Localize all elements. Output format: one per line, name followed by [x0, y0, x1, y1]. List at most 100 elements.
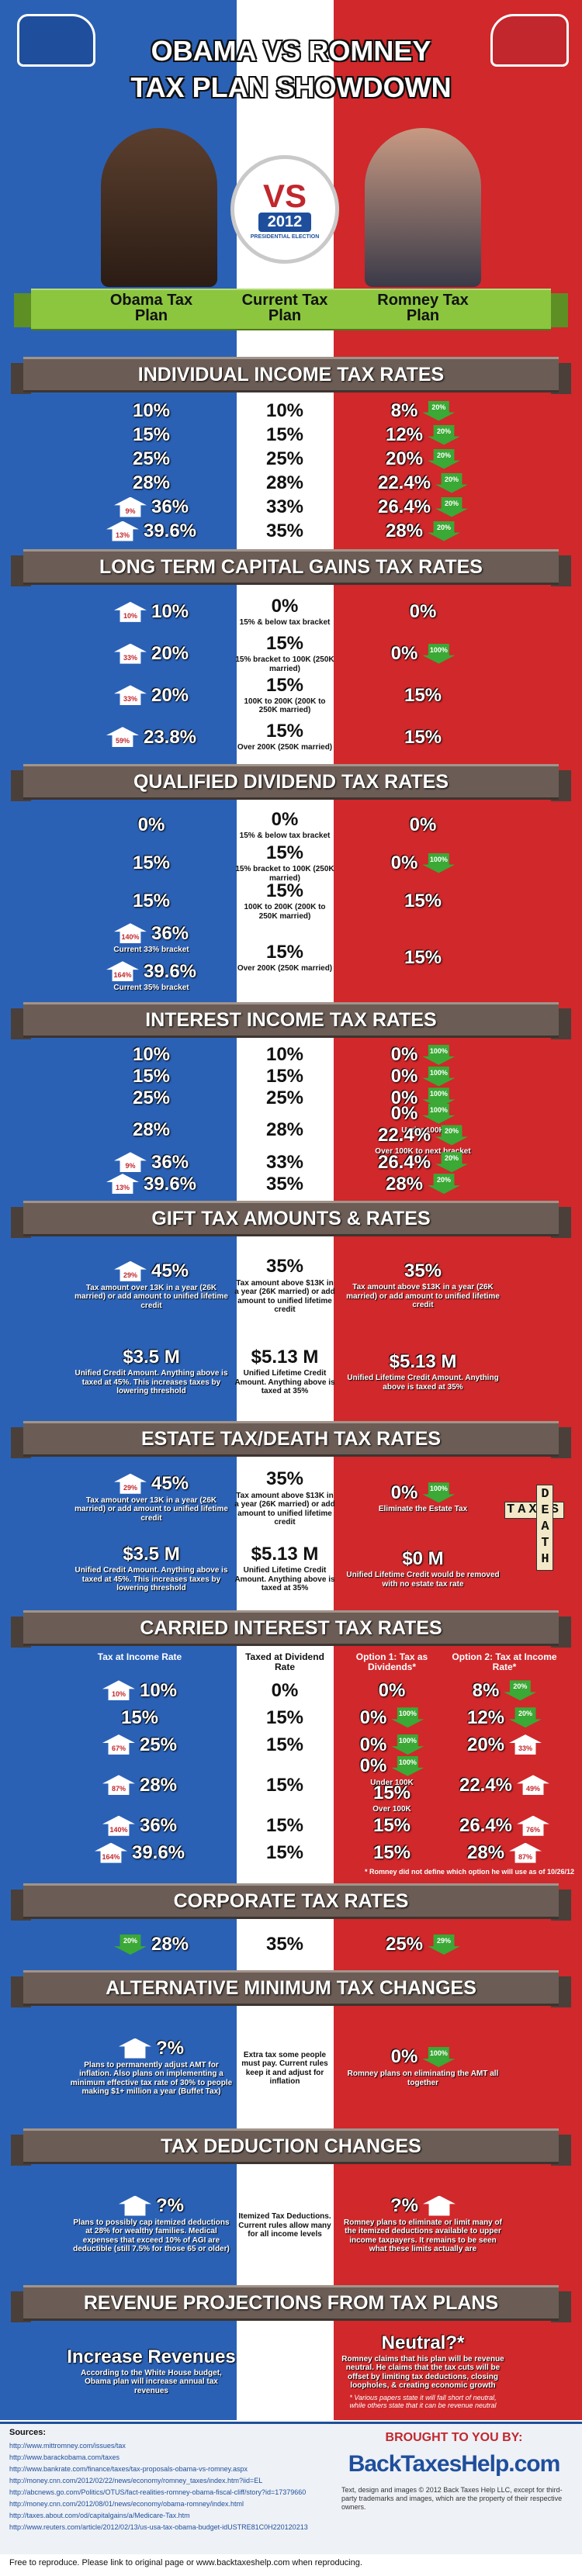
value: 12%: [466, 1706, 505, 1728]
table-cell: 15%: [70, 844, 233, 882]
value: ?%: [156, 2037, 184, 2059]
cell: 10% 10%: [62, 1677, 217, 1704]
cell: 100% 0% Under 100K: [341, 1103, 504, 1135]
value: 0%: [390, 852, 418, 873]
value: 15%: [265, 1815, 304, 1837]
value: 36%: [151, 922, 189, 944]
value-line: Increase Revenues: [67, 2346, 236, 2367]
cell: 25%: [70, 447, 233, 471]
note: Unified Credit Amount. Anything above is…: [74, 1566, 228, 1593]
value: 15%: [265, 633, 304, 655]
table-cell: 100% 0% Romney plans on eliminating the AM…: [341, 2012, 504, 2122]
section-banner: CARRIED INTEREST TAX RATES: [23, 1610, 559, 1646]
change-badge: 100%: [422, 1482, 456, 1503]
value: 25%: [132, 1087, 171, 1108]
cell: 10%: [234, 1044, 335, 1066]
value: 28%: [139, 1774, 178, 1796]
cell: 15% 15% bracket to 100K (250K married): [234, 633, 335, 675]
cell: 15% 100K to 200K (200K to 250K married): [234, 675, 335, 717]
note: Tax amount over 13K in a year (26K marri…: [74, 1495, 228, 1523]
change-badge: 33%: [113, 685, 147, 706]
cell: 15% Over 200K (250K married): [234, 920, 335, 996]
value: 25%: [265, 1087, 304, 1108]
value-line: 35%: [266, 1469, 303, 1489]
change-badge: 20%: [504, 1680, 537, 1701]
value: 15%: [120, 1706, 159, 1728]
note: Tax amount above $13K in a year (26K mar…: [234, 1278, 335, 1315]
value-line: 15%: [266, 843, 303, 863]
change-badge: 164%: [94, 1842, 127, 1863]
table-cell: 33% 20%: [70, 675, 233, 717]
value-line: 33% 20%: [467, 1734, 542, 1755]
cell: 100% 0% Eliminate the Estate Tax: [341, 1463, 504, 1533]
value-line: 29% 25%: [386, 1935, 461, 1955]
change-badge: 59%: [106, 727, 139, 748]
section-banner: GIFT TAX AMOUNTS & RATES: [23, 1201, 559, 1236]
value: 33%: [265, 496, 304, 517]
source-link: http://money.cnn.com/2012/02/22/news/eco…: [9, 2477, 263, 2484]
value-line: 0%: [272, 809, 299, 828]
cell: 100% 0%: [341, 1704, 442, 1731]
cell: 15%: [243, 1704, 327, 1731]
value: 39.6%: [143, 1173, 197, 1195]
note: Unified Lifetime Credit Amount. Anything…: [234, 1566, 335, 1593]
sources-title: Sources:: [9, 2428, 47, 2437]
value-line: 10%: [266, 401, 303, 420]
value: 0%: [390, 2046, 418, 2068]
table-cell: 33% 20%: [446, 1731, 563, 1758]
cell: 13% 39.6%: [70, 1173, 233, 1195]
value-line: $5.13 M: [390, 1352, 457, 1371]
cell: 15%: [70, 423, 233, 447]
value: 35%: [265, 1934, 304, 1955]
value-line: 100% 0%: [390, 852, 456, 873]
table-cell: 15%: [243, 1839, 327, 1866]
note: Unified Lifetime Credit Amount. Anything…: [234, 1369, 335, 1396]
table-cell: 15%: [234, 1066, 335, 1087]
change-badge: 164%: [106, 961, 139, 982]
value: 15%: [404, 947, 442, 969]
cell: ?% Romney plans to eliminate or limit man…: [341, 2170, 504, 2279]
value-line: 33% 20%: [113, 684, 189, 706]
value-line: 25%: [266, 449, 303, 469]
change-badge: 13%: [106, 1174, 139, 1195]
table-cell: Increase Revenues According to the White …: [67, 2327, 236, 2415]
value-line: 29% 45%: [113, 1260, 189, 1281]
table-cell: 35%: [234, 519, 335, 543]
value-line: 25%: [133, 449, 170, 469]
cell: 15%: [70, 844, 233, 882]
value: 15%: [265, 1774, 304, 1796]
value-line: 13% 39.6%: [106, 520, 196, 541]
table-cell: 20% 20%: [341, 447, 504, 471]
value: Increase Revenues: [67, 2346, 236, 2367]
table-cell: 100% 0%: [341, 1731, 442, 1758]
table-cell: 0%: [341, 806, 504, 844]
table-cell: $0 M Unified Lifetime Credit would be rem…: [341, 1533, 504, 1604]
value-line: 10%: [133, 401, 170, 420]
change-badge: 100%: [422, 1044, 456, 1065]
value-line: 15%: [404, 948, 442, 967]
value: 0%: [390, 1087, 418, 1108]
value-line: 15%: [373, 1843, 411, 1862]
cell: Extra tax some people must pay. Current …: [234, 2012, 335, 2122]
cell: 15% 15% bracket to 100K (250K married): [234, 843, 335, 883]
value: 45%: [151, 1473, 189, 1495]
value: 20%: [151, 684, 189, 706]
value-line: 20% 12%: [466, 1706, 542, 1728]
note: Unified Lifetime Credit Amount. Anything…: [347, 1374, 499, 1392]
value-line: 20% 22.4%: [378, 1125, 469, 1146]
value: 15%: [404, 726, 442, 748]
table-cell: 10%: [234, 1044, 335, 1066]
note: Current 35% bracket: [113, 984, 189, 993]
value: $5.13 M: [251, 1347, 319, 1368]
cell: 15%: [243, 1812, 327, 1839]
table-cell: 15%: [70, 1066, 233, 1087]
change-badge: 100%: [391, 1755, 424, 1776]
table-cell: 33% 20%: [70, 633, 233, 675]
cell: 28%: [70, 471, 233, 495]
value-line: 15%: [404, 891, 442, 911]
change-badge: 87%: [102, 1775, 135, 1796]
value-line: 10%: [133, 1045, 170, 1064]
table-cell: 20% 8%: [341, 399, 504, 423]
change-badge: 67%: [102, 1734, 135, 1755]
value-line: 15%: [266, 634, 303, 653]
